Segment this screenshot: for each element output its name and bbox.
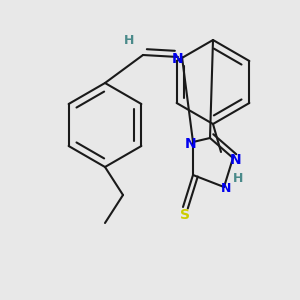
Text: H: H — [124, 34, 134, 47]
Text: N: N — [172, 52, 184, 66]
Text: N: N — [230, 153, 242, 167]
Text: H: H — [233, 172, 243, 185]
Text: S: S — [180, 208, 190, 222]
Text: N: N — [221, 182, 231, 196]
Text: N: N — [185, 137, 197, 151]
